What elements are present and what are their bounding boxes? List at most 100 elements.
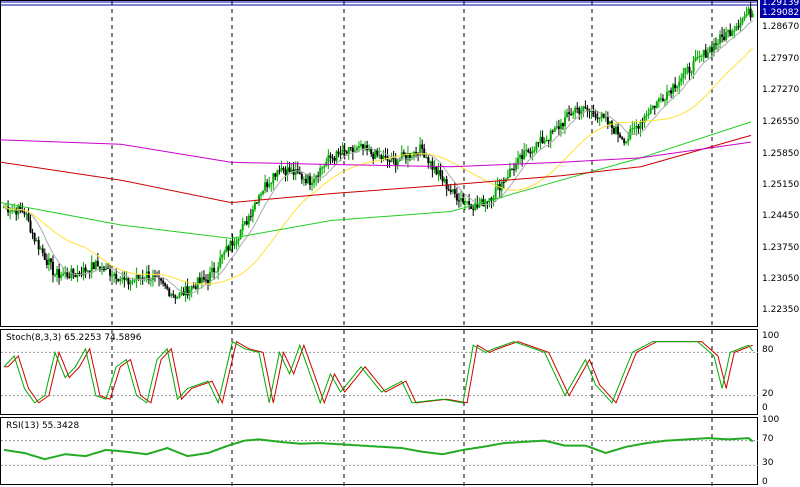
stochastic-canvas[interactable] xyxy=(1,330,759,416)
candle-body xyxy=(41,248,44,253)
candle-body xyxy=(364,145,367,150)
candle-body xyxy=(298,172,301,175)
candle-body xyxy=(394,158,397,166)
candle-body xyxy=(192,286,195,288)
candle-body xyxy=(306,175,309,184)
candle-body xyxy=(166,286,169,289)
candle-body xyxy=(596,117,599,119)
candle-body xyxy=(670,90,673,94)
candle-body xyxy=(751,13,754,18)
candle-body xyxy=(708,47,711,53)
candle-body xyxy=(68,276,71,278)
price-chart-pane[interactable] xyxy=(0,0,759,328)
candle-body xyxy=(382,155,385,159)
candle-body xyxy=(425,157,428,159)
candle-body xyxy=(313,179,316,183)
candle-body xyxy=(123,277,126,280)
candle-body xyxy=(627,138,630,142)
candle-body xyxy=(378,155,381,157)
indicator-axis-label: 20 xyxy=(762,388,774,399)
candle-body xyxy=(56,269,59,275)
candle-body xyxy=(113,273,116,276)
candle-body xyxy=(604,117,607,119)
bid-price-tag: 1.29139 xyxy=(760,0,800,8)
candle-body xyxy=(327,155,330,162)
candle-body xyxy=(506,177,509,179)
candle-body xyxy=(211,268,214,273)
candle-body xyxy=(610,121,613,128)
candle-body xyxy=(443,179,446,182)
candle-body xyxy=(111,275,114,277)
candle-body xyxy=(231,240,234,246)
stochastic-pane[interactable]: Stoch(8,3,3) 65.2253 74.5896 xyxy=(0,329,759,416)
candle-body xyxy=(710,47,713,52)
candle-body xyxy=(255,202,258,204)
candle-body xyxy=(741,18,744,24)
candle-body xyxy=(160,278,163,281)
candle-body xyxy=(105,266,107,270)
rsi-title: RSI(13) 55.3428 xyxy=(6,421,80,431)
candle-body xyxy=(145,271,148,279)
candle-body xyxy=(302,179,305,181)
candle-body xyxy=(239,230,242,239)
candle-body xyxy=(182,291,185,296)
candle-body xyxy=(735,26,738,31)
candle-body xyxy=(449,189,452,192)
candle-body xyxy=(229,240,232,251)
candle-body xyxy=(266,182,269,187)
candle-body xyxy=(3,207,5,209)
candle-body xyxy=(502,182,505,184)
price-chart-canvas[interactable] xyxy=(1,1,759,328)
candle-body xyxy=(508,168,511,178)
candle-body xyxy=(398,159,401,162)
candle-body xyxy=(355,147,358,151)
candle-body xyxy=(149,279,152,281)
candle-body xyxy=(515,163,518,170)
candle-body xyxy=(472,208,475,210)
candle-body xyxy=(474,203,477,210)
candle-body xyxy=(335,151,338,161)
candle-body xyxy=(202,277,205,280)
candle-body xyxy=(237,238,240,241)
candle-body xyxy=(402,152,405,156)
candle-body xyxy=(366,145,369,150)
candle-body xyxy=(360,144,362,147)
candle-body xyxy=(478,204,481,208)
candle-body xyxy=(168,288,171,297)
candle-body xyxy=(684,68,687,74)
candle-body xyxy=(43,252,46,260)
candle-body xyxy=(608,121,611,125)
candle-body xyxy=(510,168,513,170)
candle-body xyxy=(682,73,685,79)
candle-body xyxy=(45,259,48,265)
candle-body xyxy=(643,115,646,123)
candle-body xyxy=(321,167,324,169)
candle-body xyxy=(468,201,471,205)
candle-body xyxy=(476,203,479,208)
candle-body xyxy=(527,149,530,153)
candle-body xyxy=(441,176,444,182)
candle-body xyxy=(243,221,246,225)
candle-body xyxy=(339,153,342,155)
indicator-axis-label: 70 xyxy=(762,433,774,444)
candle-body xyxy=(447,189,450,191)
candle-body xyxy=(115,273,118,279)
candle-body xyxy=(292,169,295,175)
rsi-pane[interactable]: RSI(13) 55.3428 xyxy=(0,417,759,486)
stochastic-axis: 100 80 20 0 xyxy=(758,329,800,415)
candle-body xyxy=(549,130,552,141)
candle-body xyxy=(655,101,658,108)
rsi-canvas[interactable] xyxy=(1,418,759,486)
candle-body xyxy=(529,152,532,154)
candle-body xyxy=(245,221,248,225)
candle-body xyxy=(680,78,683,82)
candle-body xyxy=(341,149,344,155)
candle-body xyxy=(551,130,554,132)
candle-body xyxy=(666,92,668,100)
candle-body xyxy=(204,279,207,281)
candle-body xyxy=(653,105,656,108)
candle-body xyxy=(647,113,650,116)
candle-body xyxy=(717,43,719,45)
candle-body xyxy=(284,169,287,175)
candle-body xyxy=(286,167,289,175)
